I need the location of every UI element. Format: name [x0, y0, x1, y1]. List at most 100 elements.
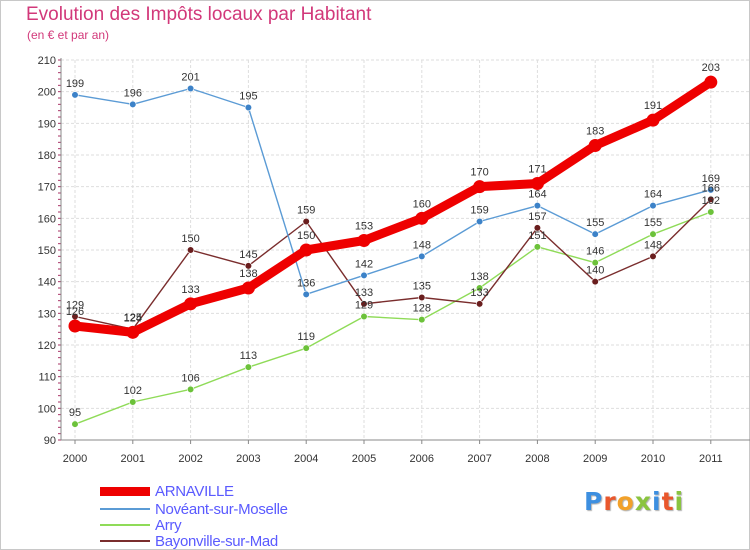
point-arnaville [68, 319, 82, 333]
data-label-arnaville: 160 [413, 198, 431, 210]
legend-item-bayonville-sur-mad[interactable]: Bayonville-sur-Mad [100, 533, 278, 550]
legend-item-arnaville[interactable]: ARNAVILLE [100, 482, 234, 500]
point-noveant-sur-moselle [129, 100, 137, 108]
y-tick-label: 130 [38, 308, 56, 320]
point-noveant-sur-moselle [302, 290, 310, 298]
data-label-bayonville-sur-mad: 148 [644, 239, 662, 251]
data-label-bayonville-sur-mad: 159 [297, 205, 315, 217]
point-noveant-sur-moselle [71, 91, 79, 99]
data-label-arry: 162 [702, 195, 720, 207]
point-bayonville-sur-mad [418, 293, 426, 302]
point-arnaville [241, 281, 255, 295]
legend-swatch-arry [100, 524, 150, 526]
data-label-arry: 106 [181, 372, 199, 384]
data-label-bayonville-sur-mad: 150 [181, 233, 199, 245]
point-arnaville [184, 297, 198, 311]
point-arnaville [530, 177, 544, 190]
data-label-arry: 119 [297, 331, 315, 343]
data-label-noveant-sur-moselle: 201 [181, 72, 199, 84]
data-label-bayonville-sur-mad: 135 [413, 281, 431, 293]
data-label-arnaville: 133 [181, 284, 199, 296]
x-tick-label: 2009 [583, 453, 607, 465]
data-label-arry: 151 [528, 230, 546, 242]
point-noveant-sur-moselle [649, 202, 657, 210]
point-arnaville [473, 180, 487, 194]
legend-item-noveant-sur-moselle[interactable]: Novéant-sur-Moselle [100, 500, 288, 518]
y-tick-label: 150 [38, 245, 56, 257]
point-arry [476, 284, 484, 292]
data-label-noveant-sur-moselle: 136 [297, 277, 315, 289]
data-label-arry: 113 [240, 350, 258, 362]
data-label-arry: 138 [470, 271, 488, 283]
point-noveant-sur-moselle [707, 186, 715, 194]
y-tick-label: 190 [38, 118, 56, 130]
point-arry [360, 312, 368, 321]
point-bayonville-sur-mad [187, 246, 195, 254]
point-arnaville [299, 243, 313, 257]
data-label-arnaville: 191 [644, 100, 662, 112]
x-tick-label: 2007 [467, 453, 491, 465]
data-label-bayonville-sur-mad: 133 [470, 287, 488, 299]
data-label-noveant-sur-moselle: 148 [413, 239, 431, 251]
data-label-arnaville: 170 [470, 167, 488, 179]
point-bayonville-sur-mad [244, 262, 252, 270]
legend-swatch-arnaville [100, 486, 150, 496]
point-noveant-sur-moselle [476, 217, 484, 226]
data-label-noveant-sur-moselle: 195 [239, 91, 257, 103]
logo-letter: P [584, 487, 604, 516]
data-label-arnaville: 203 [702, 62, 720, 74]
point-arnaville [126, 325, 140, 339]
x-tick-label: 2005 [352, 453, 376, 465]
data-label-arry: 102 [124, 385, 142, 397]
chart-subtitle: (en € et par an) [27, 28, 110, 42]
x-tick-label: 2008 [525, 453, 549, 465]
point-noveant-sur-moselle [244, 103, 252, 112]
point-bayonville-sur-mad [591, 278, 599, 286]
data-label-noveant-sur-moselle: 199 [66, 78, 84, 90]
y-tick-label: 210 [38, 55, 56, 67]
point-noveant-sur-moselle [591, 230, 599, 238]
x-tick-label: 2004 [294, 453, 318, 465]
y-tick-label: 90 [44, 435, 56, 447]
data-label-arnaville: 150 [297, 230, 315, 242]
point-arry [649, 230, 657, 238]
point-arry [707, 208, 715, 216]
point-arnaville [704, 75, 718, 89]
data-label-noveant-sur-moselle: 196 [124, 87, 142, 99]
legend-label-arnaville: ARNAVILLE [155, 482, 234, 500]
point-arry [244, 363, 252, 371]
point-bayonville-sur-mad [360, 300, 368, 308]
series-line-noveant-sur-moselle [74, 87, 712, 296]
legend-label-noveant-sur-moselle: Novéant-sur-Moselle [155, 500, 288, 518]
x-tick-label: 2000 [63, 453, 87, 465]
legend-item-arry[interactable]: Arry [100, 517, 182, 534]
data-label-arnaville: 183 [586, 126, 604, 138]
point-arry [418, 316, 426, 324]
logo-letter: x [634, 487, 652, 516]
point-arry [533, 243, 542, 251]
point-noveant-sur-moselle [360, 271, 368, 279]
point-arry [187, 385, 195, 393]
legend-swatch-noveant-sur-moselle [100, 508, 150, 510]
x-tick-label: 2006 [410, 453, 434, 465]
data-label-noveant-sur-moselle: 159 [470, 205, 488, 217]
point-bayonville-sur-mad [707, 195, 715, 203]
point-arnaville [357, 234, 371, 247]
chart-title: Evolution des Impôts locaux par Habitant [26, 4, 372, 25]
point-arnaville [588, 139, 602, 152]
data-label-arry: 95 [69, 407, 81, 419]
legend-swatch-bayonville-sur-mad [100, 540, 150, 542]
x-tick-label: 2002 [178, 453, 202, 465]
x-tick-label: 2010 [641, 453, 665, 465]
data-label-noveant-sur-moselle: 164 [644, 189, 662, 201]
logo-letter: r [603, 487, 617, 516]
point-arnaville [646, 113, 660, 127]
axis-layer: 90 100 110 120 130 140 150 160 170 180 190 200 210 20… [38, 55, 750, 465]
point-arry [129, 398, 137, 406]
data-label-bayonville-sur-mad: 140 [586, 265, 604, 277]
y-tick-label: 140 [38, 277, 56, 289]
data-label-arnaville: 171 [528, 164, 546, 176]
point-arry [71, 420, 79, 428]
point-noveant-sur-moselle [533, 202, 542, 210]
